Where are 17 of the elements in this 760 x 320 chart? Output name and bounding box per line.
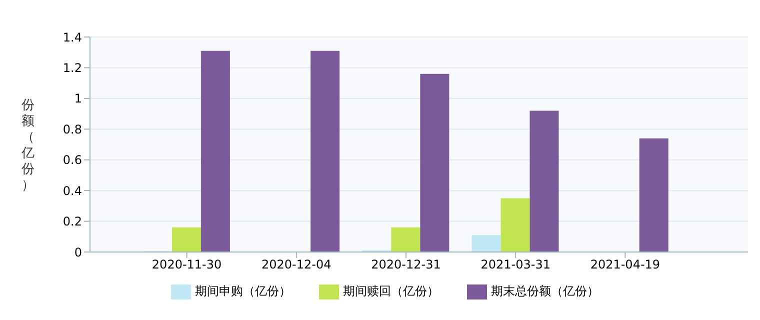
x-tick-label: 2020-12-04 bbox=[262, 258, 332, 272]
y-tick-label: 0.4 bbox=[62, 184, 82, 198]
y-axis-title: 份额（亿份） bbox=[20, 98, 34, 194]
x-tick-label: 2021-04-19 bbox=[590, 258, 660, 272]
legend-label: 期间赎回（亿份） bbox=[343, 284, 439, 298]
y-tick-label: 1 bbox=[74, 92, 82, 106]
x-tick-label: 2020-11-30 bbox=[152, 258, 222, 272]
y-tick-label: 0.6 bbox=[62, 153, 82, 168]
x-tick-label: 2020-12-31 bbox=[371, 258, 441, 272]
x-tick-label: 2021-03-31 bbox=[480, 258, 550, 272]
y-tick-label: 1.4 bbox=[62, 30, 82, 44]
y-tick-label: 0.8 bbox=[62, 122, 82, 136]
legend-label: 期间申购（亿份） bbox=[195, 284, 291, 298]
y-tick-label: 0.2 bbox=[62, 214, 82, 229]
y-tick-label: 0 bbox=[74, 245, 82, 260]
legend-label: 期末总份额（亿份） bbox=[491, 284, 599, 298]
y-tick-label: 1.2 bbox=[62, 60, 82, 75]
